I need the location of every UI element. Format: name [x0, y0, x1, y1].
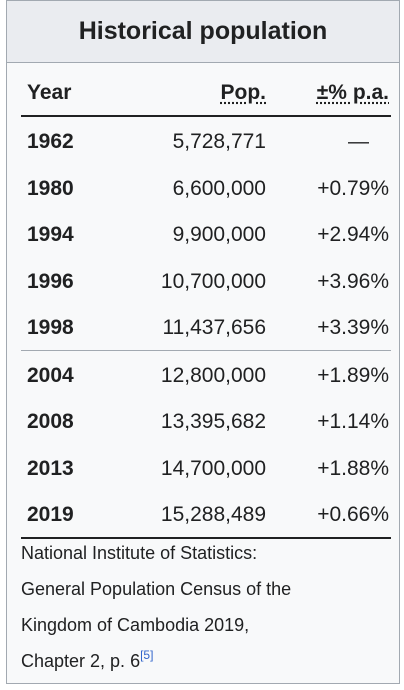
population-infobox: Historical population Year Pop. ±% p.a. … [6, 0, 400, 684]
cell-population: 14,700,000 [160, 456, 266, 480]
cell-change: +3.96% [317, 269, 389, 293]
source-line: General Population Census of the [21, 579, 292, 599]
cell-population: 10,700,000 [160, 269, 266, 293]
cell-population: 12,800,000 [160, 363, 266, 387]
cell-year: 1962 [27, 130, 74, 153]
cell-year: 1994 [27, 223, 74, 246]
table-row: 1980 6,600,000 +0.79% [21, 164, 391, 211]
table-row: 2013 14,700,000 +1.88% [21, 444, 391, 491]
cell-year: 1996 [27, 269, 74, 293]
table-caption: Historical population [7, 1, 399, 63]
cell-population: 9,900,000 [172, 223, 266, 246]
cell-change: +0.79% [317, 176, 389, 200]
cell-change: +0.66% [317, 503, 389, 526]
table-row: 1994 9,900,000 +2.94% [21, 210, 391, 257]
header-change[interactable]: ±% p.a. [316, 81, 389, 104]
table-row: 2004 12,800,000 +1.89% [21, 349, 391, 398]
cell-population: 6,600,000 [172, 176, 266, 200]
population-table: Year Pop. ±% p.a. 1962 5,728,771 — 1980 … [21, 63, 391, 539]
table-bottom-rule [21, 536, 391, 539]
table-row: 1998 11,437,656 +3.39% [21, 303, 391, 350]
cell-year: 1998 [27, 316, 74, 339]
header-population[interactable]: Pop. [220, 81, 267, 104]
cell-change: +1.14% [317, 410, 389, 433]
source-line: National Institute of Statistics: [21, 543, 258, 563]
table-header: Year Pop. ±% p.a. [21, 63, 391, 117]
cell-year: 2013 [27, 456, 74, 480]
cell-year: 2004 [27, 363, 74, 387]
source-line: Chapter 2, p. 6[5] [21, 643, 381, 679]
cell-change: +1.88% [317, 456, 389, 480]
table-row: 2008 13,395,682 +1.14% [21, 397, 391, 444]
table-row: 2019 15,288,489 +0.66% [21, 490, 391, 537]
cell-year: 1980 [27, 176, 74, 200]
source-chapter: Chapter 2, p. 6 [21, 651, 141, 671]
cell-change: +1.89% [317, 363, 389, 387]
cell-change: +2.94% [317, 223, 389, 246]
cell-population: 5,728,771 [172, 130, 266, 153]
cell-population: 15,288,489 [160, 503, 266, 526]
reference-link[interactable]: [5] [140, 648, 154, 662]
source-line: Kingdom of Cambodia 2019, [21, 615, 250, 635]
cell-change: +3.39% [317, 316, 389, 339]
table-row: 1962 5,728,771 — [21, 117, 391, 164]
cell-population: 11,437,656 [162, 316, 266, 339]
cell-year: 2019 [27, 503, 74, 526]
table-row: 1996 10,700,000 +3.96% [21, 257, 391, 304]
cell-change: — [348, 130, 369, 153]
cell-year: 2008 [27, 410, 74, 433]
header-year: Year [27, 81, 72, 104]
cell-population: 13,395,682 [160, 410, 266, 433]
source-note: National Institute of Statistics: Genera… [21, 535, 381, 679]
